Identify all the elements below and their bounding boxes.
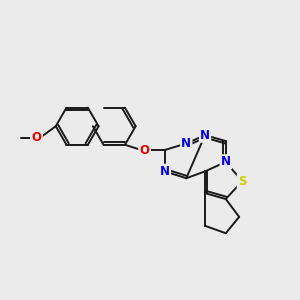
Text: N: N xyxy=(160,165,170,178)
Text: O: O xyxy=(32,131,41,144)
Text: S: S xyxy=(238,175,246,188)
Text: N: N xyxy=(221,155,231,168)
Text: O: O xyxy=(140,143,150,157)
Text: N: N xyxy=(181,137,191,150)
Text: O: O xyxy=(32,131,41,144)
Text: O: O xyxy=(140,143,150,157)
Text: N: N xyxy=(200,129,210,142)
